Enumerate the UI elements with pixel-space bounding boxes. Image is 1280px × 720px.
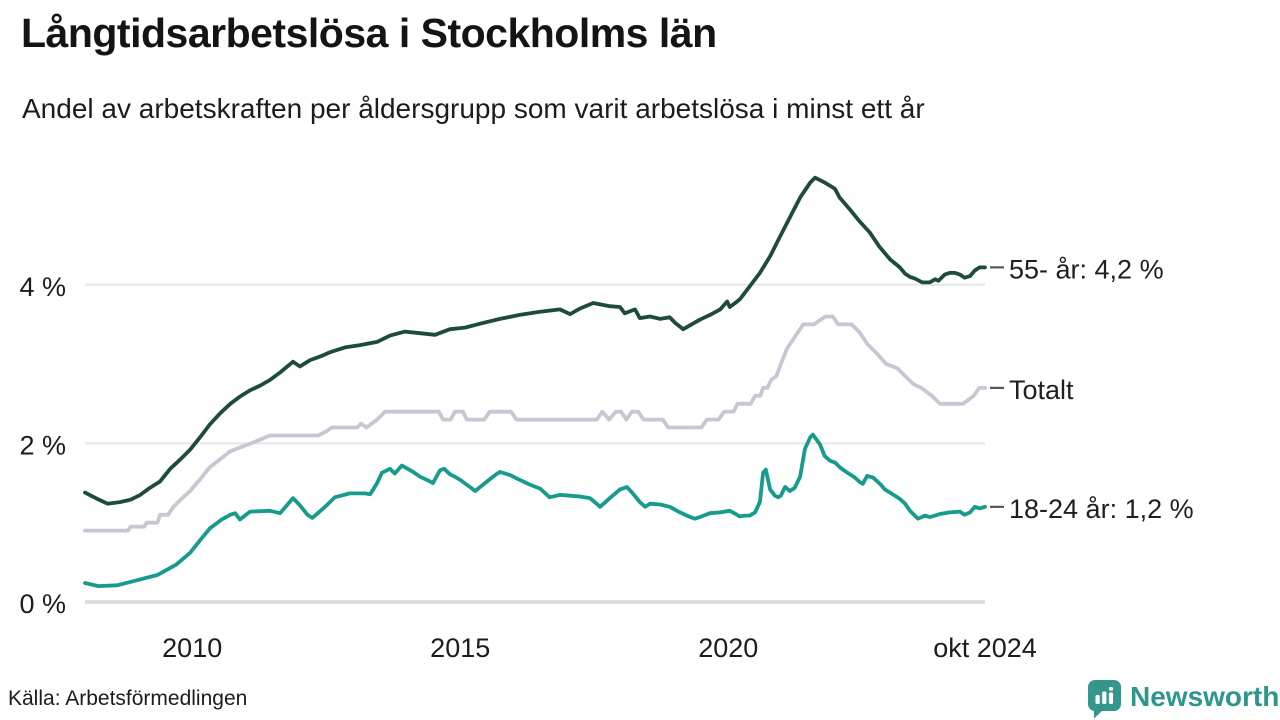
y-tick-label: 0 % xyxy=(19,589,66,619)
x-tick-label: okt 2024 xyxy=(933,633,1037,663)
series-end-label-2: 18-24 år: 1,2 % xyxy=(1009,494,1194,524)
newsworthy-logo: Newsworthy xyxy=(1086,679,1280,719)
newsworthy-wordmark: Newsworthy xyxy=(1130,681,1280,712)
y-tick-label: 2 % xyxy=(19,431,66,461)
newsworthy-badge-icon xyxy=(1087,680,1121,719)
x-tick-label: 2010 xyxy=(162,633,222,663)
series-line-1 xyxy=(83,314,987,533)
source-note: Källa: Arbetsförmedlingen xyxy=(8,687,248,710)
page-title: Långtidsarbetslösa i Stockholms län xyxy=(21,10,717,56)
series-end-label-0: 55- år: 4,2 % xyxy=(1009,255,1164,285)
series-end-label-1: Totalt xyxy=(1009,375,1074,405)
series-line-0 xyxy=(83,175,987,506)
series-line-2 xyxy=(83,432,987,588)
x-tick-label: 2020 xyxy=(698,633,758,663)
chart-subtitle: Andel av arbetskraften per åldersgrupp s… xyxy=(22,93,925,124)
x-tick-label: 2015 xyxy=(430,633,490,663)
y-tick-label: 4 % xyxy=(19,272,66,302)
